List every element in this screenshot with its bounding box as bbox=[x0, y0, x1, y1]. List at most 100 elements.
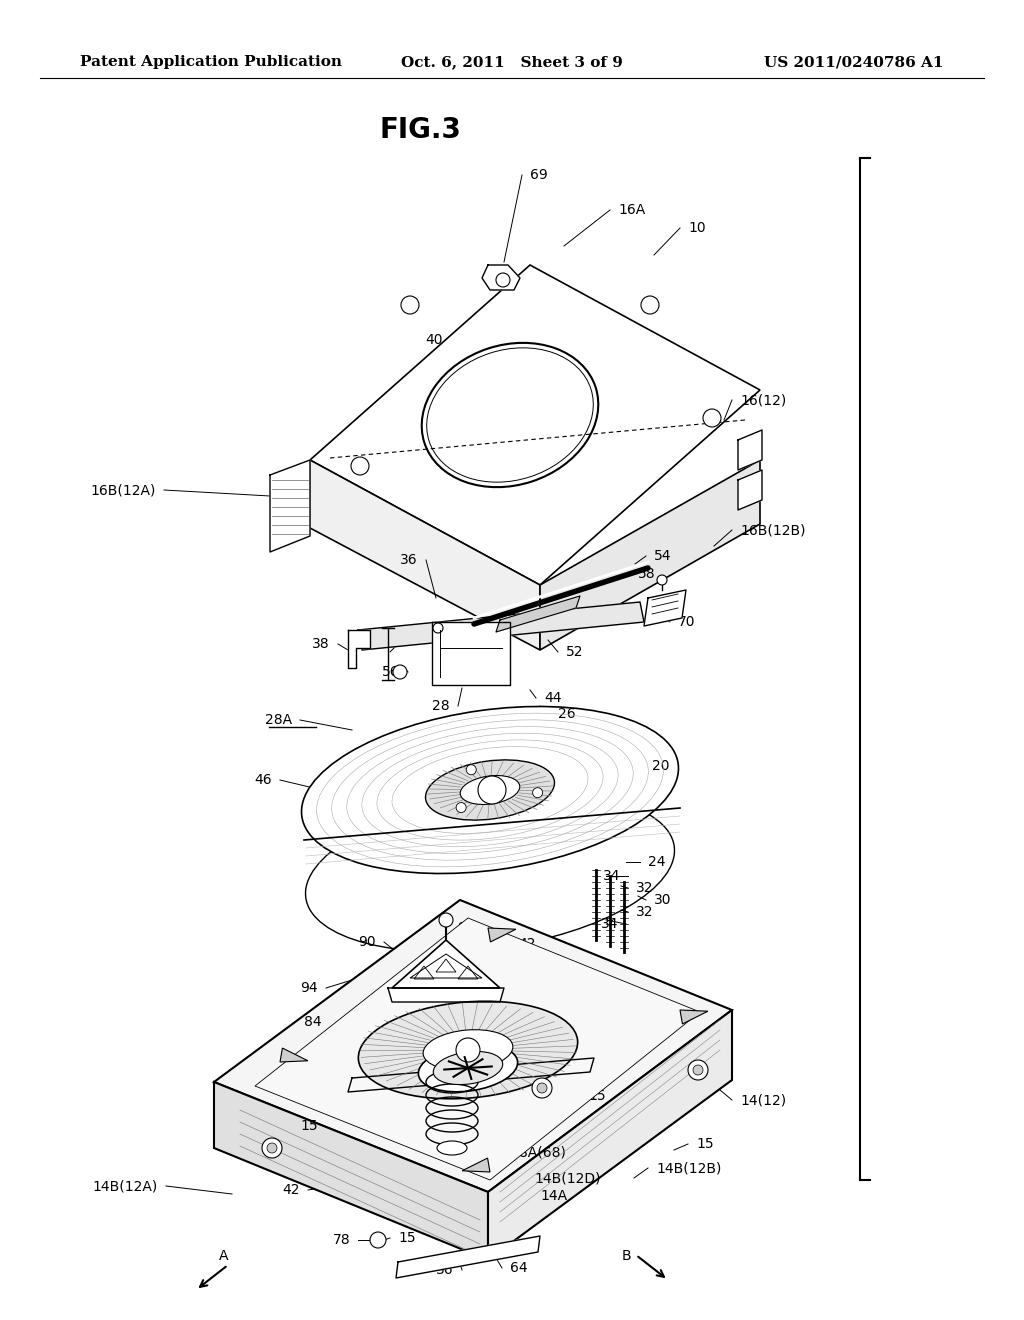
Text: T: T bbox=[550, 953, 558, 968]
Polygon shape bbox=[738, 430, 762, 470]
Text: 40: 40 bbox=[425, 333, 442, 347]
Text: US 2011/0240786 A1: US 2011/0240786 A1 bbox=[765, 55, 944, 69]
Text: 32: 32 bbox=[636, 880, 653, 895]
Circle shape bbox=[688, 1060, 708, 1080]
Circle shape bbox=[478, 776, 506, 804]
Circle shape bbox=[703, 409, 721, 426]
Text: 42: 42 bbox=[650, 1007, 668, 1020]
Text: 44: 44 bbox=[544, 690, 561, 705]
Text: 15: 15 bbox=[588, 1089, 605, 1104]
Polygon shape bbox=[680, 1010, 708, 1024]
Polygon shape bbox=[348, 1059, 594, 1092]
Text: 68A(68): 68A(68) bbox=[510, 1144, 566, 1159]
Text: 36: 36 bbox=[400, 553, 418, 568]
Circle shape bbox=[433, 623, 443, 634]
Text: 16(12): 16(12) bbox=[740, 393, 786, 407]
Text: 34: 34 bbox=[602, 869, 620, 883]
Text: 28A: 28A bbox=[265, 713, 292, 727]
Text: 16B(12A): 16B(12A) bbox=[91, 483, 156, 498]
Polygon shape bbox=[255, 917, 700, 1180]
Circle shape bbox=[466, 764, 476, 775]
Circle shape bbox=[496, 273, 510, 286]
Text: 58: 58 bbox=[638, 568, 655, 581]
Ellipse shape bbox=[460, 776, 520, 804]
Circle shape bbox=[537, 1082, 547, 1093]
Text: 74: 74 bbox=[668, 597, 685, 611]
Polygon shape bbox=[396, 1236, 540, 1278]
Text: 26: 26 bbox=[558, 708, 575, 721]
Ellipse shape bbox=[423, 1030, 513, 1071]
Polygon shape bbox=[488, 1010, 732, 1261]
Text: FIG.3: FIG.3 bbox=[379, 116, 461, 144]
Text: 76: 76 bbox=[459, 1034, 477, 1047]
Circle shape bbox=[439, 913, 453, 927]
Text: 70: 70 bbox=[678, 615, 695, 630]
Text: 94: 94 bbox=[300, 981, 318, 995]
Circle shape bbox=[532, 788, 543, 797]
Text: 42: 42 bbox=[518, 937, 536, 950]
Text: 14(12): 14(12) bbox=[740, 1093, 786, 1107]
Circle shape bbox=[267, 1143, 278, 1152]
Polygon shape bbox=[392, 940, 500, 987]
Text: 50: 50 bbox=[373, 638, 390, 651]
Text: 92: 92 bbox=[457, 921, 475, 935]
Ellipse shape bbox=[358, 1002, 578, 1098]
Text: 16B(12B): 16B(12B) bbox=[740, 523, 806, 537]
Polygon shape bbox=[496, 597, 580, 632]
Polygon shape bbox=[280, 1048, 308, 1063]
Text: 14A: 14A bbox=[540, 1189, 567, 1203]
Text: 14B(12A): 14B(12A) bbox=[93, 1179, 158, 1193]
Text: Oct. 6, 2011   Sheet 3 of 9: Oct. 6, 2011 Sheet 3 of 9 bbox=[401, 55, 623, 69]
Circle shape bbox=[351, 457, 369, 475]
Polygon shape bbox=[310, 265, 760, 585]
Circle shape bbox=[532, 1078, 552, 1098]
Text: 52: 52 bbox=[566, 645, 584, 659]
Text: 98: 98 bbox=[520, 1109, 538, 1123]
Text: 15: 15 bbox=[300, 1119, 318, 1133]
Ellipse shape bbox=[419, 1044, 517, 1092]
Text: 54: 54 bbox=[654, 549, 672, 564]
Ellipse shape bbox=[433, 1052, 503, 1085]
Ellipse shape bbox=[422, 343, 598, 487]
Polygon shape bbox=[540, 459, 760, 649]
Text: A: A bbox=[219, 1249, 228, 1263]
Text: 32: 32 bbox=[636, 906, 653, 919]
Text: 69: 69 bbox=[530, 168, 548, 182]
Ellipse shape bbox=[301, 706, 679, 874]
Circle shape bbox=[370, 1232, 386, 1247]
Text: 82: 82 bbox=[323, 1069, 340, 1082]
Polygon shape bbox=[644, 590, 686, 626]
Polygon shape bbox=[348, 630, 370, 668]
Polygon shape bbox=[482, 265, 520, 290]
Circle shape bbox=[657, 576, 667, 585]
Polygon shape bbox=[214, 900, 732, 1192]
Text: 30: 30 bbox=[654, 894, 672, 907]
Text: 15: 15 bbox=[696, 1137, 714, 1151]
Polygon shape bbox=[432, 622, 510, 685]
Text: 36: 36 bbox=[436, 1263, 454, 1276]
Text: 90: 90 bbox=[358, 935, 376, 949]
Text: 34: 34 bbox=[600, 917, 618, 931]
Circle shape bbox=[262, 1138, 282, 1158]
Text: 84: 84 bbox=[304, 1015, 322, 1030]
Text: 78: 78 bbox=[333, 1233, 350, 1247]
Text: Patent Application Publication: Patent Application Publication bbox=[80, 55, 342, 69]
Text: 20: 20 bbox=[652, 759, 670, 774]
Text: 24: 24 bbox=[648, 855, 666, 869]
Text: 64: 64 bbox=[510, 1261, 527, 1275]
Polygon shape bbox=[462, 1158, 490, 1172]
Ellipse shape bbox=[437, 1140, 467, 1155]
Polygon shape bbox=[488, 928, 516, 942]
Circle shape bbox=[401, 296, 419, 314]
Circle shape bbox=[393, 665, 407, 678]
Circle shape bbox=[456, 803, 466, 813]
Circle shape bbox=[641, 296, 659, 314]
Text: 42: 42 bbox=[293, 1053, 310, 1067]
Circle shape bbox=[693, 1065, 703, 1074]
Ellipse shape bbox=[305, 792, 675, 952]
Polygon shape bbox=[270, 459, 310, 552]
Text: 38: 38 bbox=[312, 638, 330, 651]
Polygon shape bbox=[310, 459, 540, 649]
Text: 10: 10 bbox=[688, 220, 706, 235]
Text: B: B bbox=[622, 1249, 631, 1263]
